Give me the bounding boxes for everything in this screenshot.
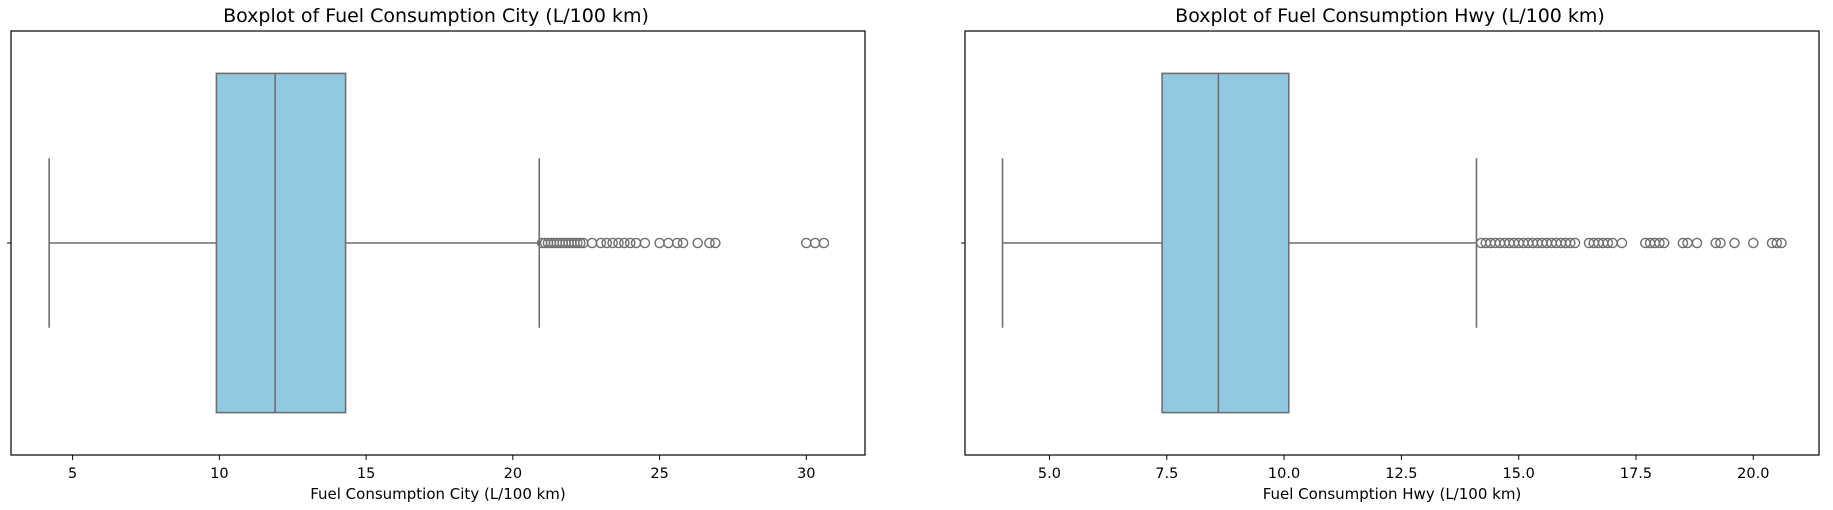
x-axis-ticks: 5 10 15 20 25 30 [7, 242, 816, 482]
outlier-point [575, 237, 586, 249]
x-tick-label: 10 [210, 466, 228, 482]
city-boxplot-panel: Boxplot of Fuel Consumption City (L/100 … [7, 5, 866, 503]
chart-title: Boxplot of Fuel Consumption Hwy (L/100 k… [1175, 5, 1605, 27]
x-axis-label: Fuel Consumption City (L/100 km) [310, 485, 566, 503]
outlier-point [677, 237, 689, 249]
boxplot-marks [1001, 72, 1787, 414]
x-tick-label: 15.0 [1503, 466, 1535, 482]
outlier-point [1654, 237, 1665, 249]
chart-title: Boxplot of Fuel Consumption City (L/100 … [223, 5, 649, 27]
outlier-point [663, 237, 674, 249]
hwy-boxplot-panel: Boxplot of Fuel Consumption Hwy (L/100 k… [961, 5, 1820, 503]
outlier-point [692, 237, 704, 249]
outlier-point [801, 237, 812, 249]
outlier-point [607, 237, 618, 249]
outlier-point [1710, 237, 1722, 249]
outlier-point [654, 237, 665, 249]
outlier-point [586, 237, 598, 249]
outlier-point [630, 237, 642, 249]
outlier-point [1658, 237, 1670, 249]
x-axis-label: Fuel Consumption Hwy (L/100 km) [1263, 485, 1522, 503]
outlier-point [704, 237, 715, 249]
outlier-point [1691, 237, 1703, 249]
outlier-point [1776, 237, 1787, 249]
x-tick-label: 17.5 [1620, 466, 1652, 482]
outlier-point [1771, 237, 1783, 249]
outlier-point [639, 237, 651, 249]
x-tick-label: 20.0 [1737, 466, 1769, 482]
outlier-point [671, 237, 683, 249]
boxplot-marks [48, 72, 830, 414]
outlier-point [1602, 237, 1614, 249]
outlier-point [595, 237, 607, 249]
outlier-point [613, 237, 624, 249]
iqr-box [1161, 72, 1290, 414]
outlier-point [1715, 237, 1726, 249]
outlier-point [601, 237, 613, 249]
outlier-point [809, 237, 821, 249]
outlier-point [619, 237, 630, 249]
x-tick-label: 5.0 [1038, 466, 1061, 482]
x-tick-label: 7.5 [1155, 466, 1178, 482]
outlier-point [1565, 237, 1576, 249]
outlier-point [1729, 237, 1740, 249]
x-tick-label: 12.5 [1385, 466, 1417, 482]
outlier-point [1748, 237, 1759, 249]
outlier-point [572, 237, 583, 249]
x-tick-label: 20 [504, 466, 522, 482]
x-tick-label: 30 [797, 466, 815, 482]
x-tick-label: 10.0 [1268, 466, 1300, 482]
x-tick-label: 15 [357, 466, 375, 482]
outlier-point [1616, 237, 1628, 249]
x-tick-label: 25 [650, 466, 668, 482]
outlier-point [710, 237, 721, 249]
outlier-point [1569, 237, 1581, 249]
outlier-point [818, 237, 830, 249]
outlier-point [624, 237, 636, 249]
iqr-box [215, 72, 347, 414]
outlier-point [1677, 237, 1689, 249]
x-axis-ticks: 5.0 7.5 10.0 12.5 15.0 17.5 20.0 [961, 242, 1769, 482]
x-tick-label: 5 [68, 466, 77, 482]
